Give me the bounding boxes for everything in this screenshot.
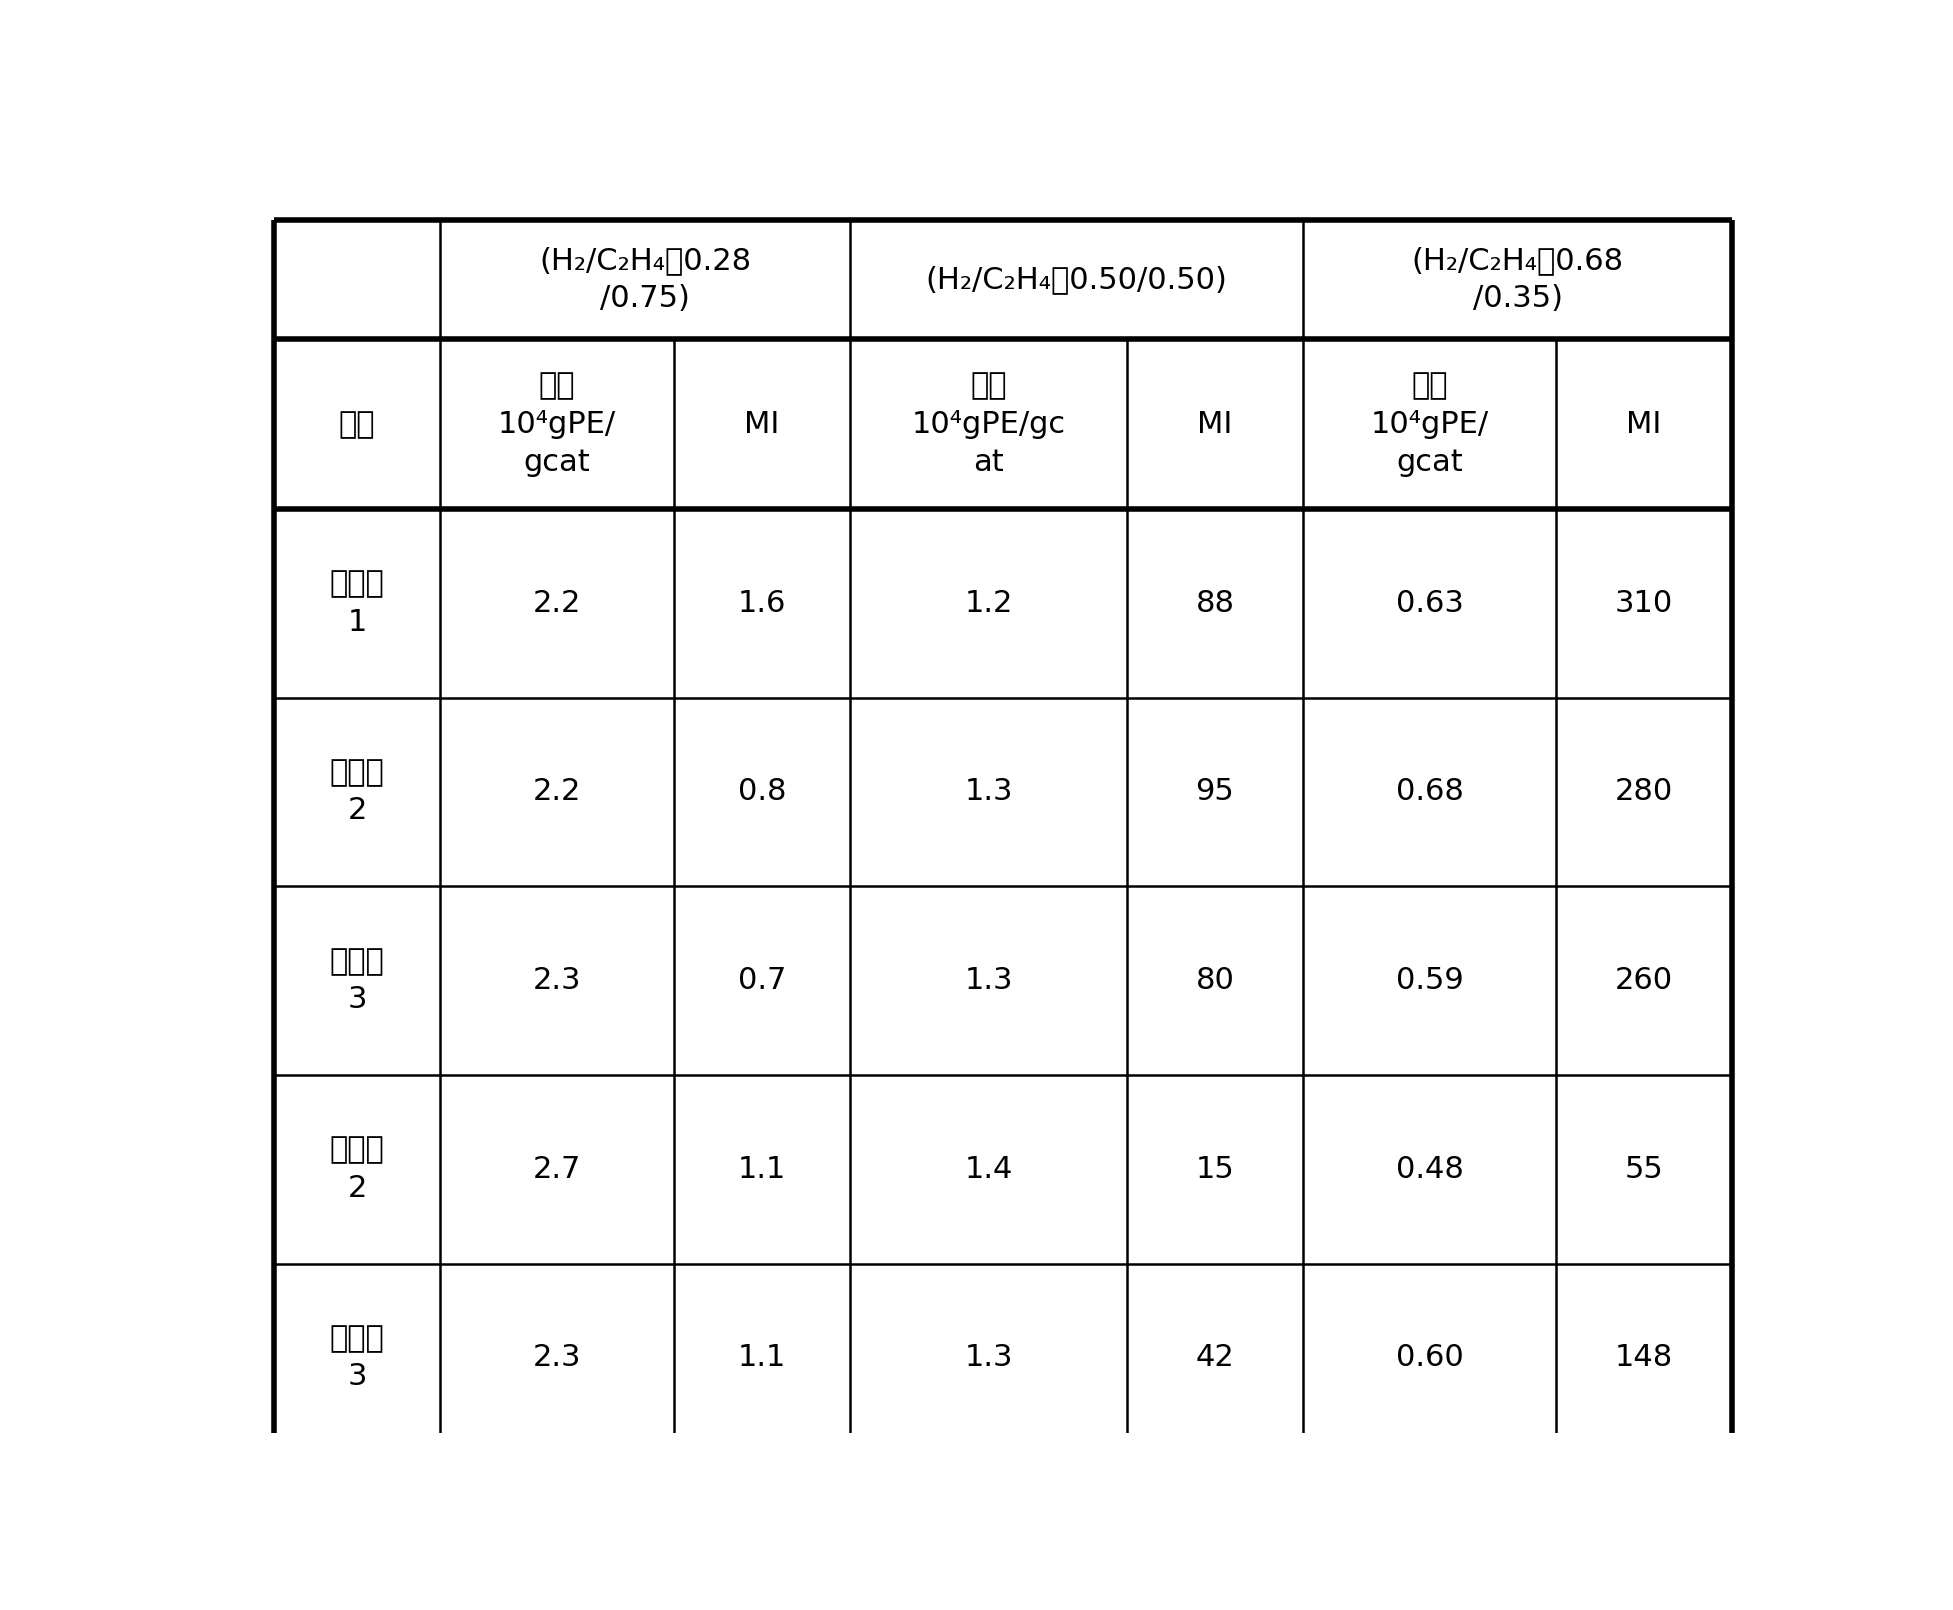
Text: 80: 80: [1195, 966, 1234, 995]
Text: 编号: 编号: [338, 409, 375, 438]
Text: 实施例
1: 实施例 1: [330, 570, 385, 638]
Text: 1.4: 1.4: [965, 1154, 1014, 1183]
Text: 活性
10⁴gPE/
gcat: 活性 10⁴gPE/ gcat: [1371, 372, 1488, 477]
Text: 2.7: 2.7: [533, 1154, 582, 1183]
Text: 1.3: 1.3: [965, 966, 1014, 995]
Text: (H₂/C₂H₄：0.68
/0.35): (H₂/C₂H₄：0.68 /0.35): [1412, 246, 1623, 314]
Text: 0.59: 0.59: [1396, 966, 1463, 995]
Text: 2.3: 2.3: [533, 966, 582, 995]
Text: 1.3: 1.3: [965, 1343, 1014, 1372]
Text: 0.8: 0.8: [738, 778, 787, 807]
Text: 0.7: 0.7: [738, 966, 787, 995]
Text: 2.3: 2.3: [533, 1343, 582, 1372]
Text: 1.1: 1.1: [738, 1154, 787, 1183]
Text: 95: 95: [1195, 778, 1234, 807]
Text: 88: 88: [1195, 589, 1234, 618]
Text: 1.6: 1.6: [738, 589, 787, 618]
Text: 0.68: 0.68: [1396, 778, 1463, 807]
Text: 实施例
2: 实施例 2: [330, 758, 385, 826]
Text: MI: MI: [744, 409, 779, 438]
Text: 280: 280: [1615, 778, 1674, 807]
Text: 55: 55: [1625, 1154, 1664, 1183]
Text: 1.3: 1.3: [965, 778, 1014, 807]
Text: 42: 42: [1195, 1343, 1234, 1372]
Text: 0.60: 0.60: [1396, 1343, 1463, 1372]
Text: MI: MI: [1627, 409, 1662, 438]
Text: 实施例
3: 实施例 3: [330, 947, 385, 1014]
Text: (H₂/C₂H₄：0.28
/0.75): (H₂/C₂H₄：0.28 /0.75): [539, 246, 752, 314]
Text: (H₂/C₂H₄：0.50/0.50): (H₂/C₂H₄：0.50/0.50): [926, 266, 1228, 295]
Text: 对比例
2: 对比例 2: [330, 1135, 385, 1203]
Text: 2.2: 2.2: [533, 589, 582, 618]
Text: 0.63: 0.63: [1396, 589, 1463, 618]
Text: 1.2: 1.2: [965, 589, 1014, 618]
Text: 活性
10⁴gPE/
gcat: 活性 10⁴gPE/ gcat: [498, 372, 617, 477]
Text: 148: 148: [1615, 1343, 1674, 1372]
Text: 310: 310: [1615, 589, 1674, 618]
Text: 2.2: 2.2: [533, 778, 582, 807]
Text: 15: 15: [1195, 1154, 1234, 1183]
Text: 活性
10⁴gPE/gc
at: 活性 10⁴gPE/gc at: [912, 372, 1066, 477]
Text: 对比例
3: 对比例 3: [330, 1323, 385, 1391]
Text: 260: 260: [1615, 966, 1674, 995]
Text: 0.48: 0.48: [1396, 1154, 1463, 1183]
Text: 1.1: 1.1: [738, 1343, 787, 1372]
Text: MI: MI: [1197, 409, 1232, 438]
